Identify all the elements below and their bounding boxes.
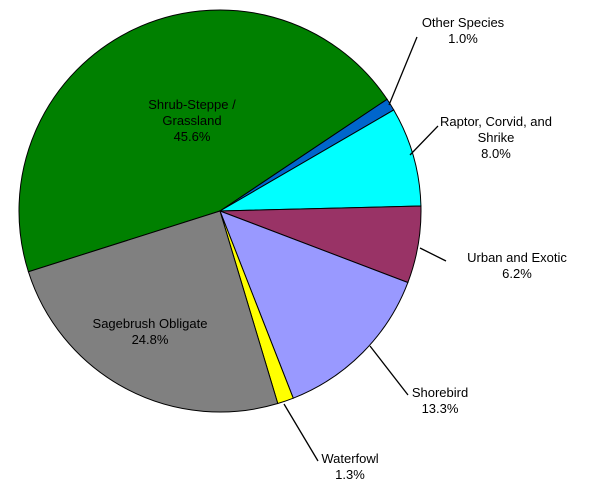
slice-value: 24.8% <box>131 332 169 347</box>
slice-name: Waterfowl <box>321 451 379 466</box>
leader-line <box>419 247 447 262</box>
slice-value: 6.2% <box>502 266 532 281</box>
slice-label: Raptor, Corvid, and Shrike 8.0% <box>426 114 566 162</box>
slice-value: 45.6% <box>173 129 211 144</box>
slice-name: Other Species <box>421 15 505 30</box>
leader-line <box>409 125 439 156</box>
slice-name: Shrub-Steppe / Grassland <box>148 97 236 128</box>
leader-line <box>283 403 319 462</box>
pie-slice <box>219 109 422 212</box>
pie-slice <box>27 210 279 413</box>
slice-value: 1.0% <box>448 31 478 46</box>
slice-label: Shorebird 13.3% <box>390 385 490 417</box>
slice-label: Urban and Exotic 6.2% <box>447 250 587 282</box>
slice-name: Sagebrush Obligate <box>92 316 208 331</box>
slice-name: Urban and Exotic <box>467 250 567 265</box>
leader-line <box>388 36 418 106</box>
slice-value: 8.0% <box>481 146 511 161</box>
pie-slice <box>219 210 409 399</box>
leader-line <box>369 345 409 396</box>
pie-slice <box>18 9 388 273</box>
slice-value: 13.3% <box>421 401 459 416</box>
slice-value: 1.3% <box>335 467 365 482</box>
slice-label: Shrub-Steppe / Grassland 45.6% <box>127 97 257 145</box>
slice-label: Sagebrush Obligate 24.8% <box>70 316 230 348</box>
slice-label: Waterfowl 1.3% <box>300 451 400 482</box>
slice-name: Shorebird <box>411 385 469 400</box>
slice-label: Other Species 1.0% <box>408 15 518 47</box>
slice-name: Raptor, Corvid, and Shrike <box>439 114 552 145</box>
